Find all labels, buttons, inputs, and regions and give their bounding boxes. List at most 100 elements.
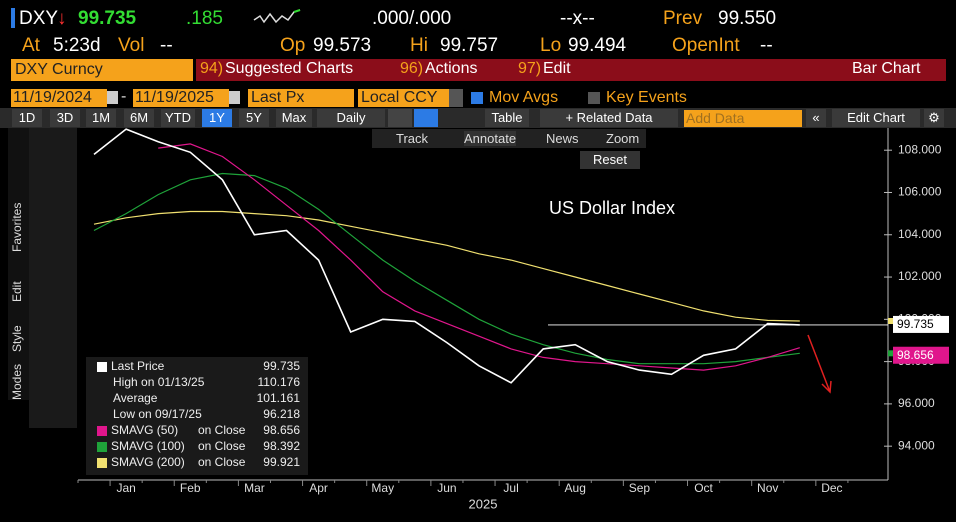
currency-select[interactable]: Local CCY [358,89,451,107]
time-label: At [22,35,40,56]
field-select[interactable]: Last Px [248,89,354,107]
legend-label: High on 01/13/25 [113,375,205,389]
line-icon[interactable] [388,109,412,127]
legend-label: SMAVG (50) [111,423,178,437]
moving-average-line [93,210,800,322]
prev-label: Prev [663,8,703,29]
sparkline-icon [253,9,301,24]
menu-number[interactable]: 96) [400,60,424,77]
legend-value: 101.161 [257,391,301,405]
legend-value: 99.735 [263,359,300,373]
chart-title: US Dollar Index [549,198,675,218]
legend-swatch [97,458,107,468]
x-tick-label: Aug [565,481,586,495]
price-tag-marker [888,317,893,324]
chart-tool[interactable]: News [546,131,579,146]
tool-palette [29,128,77,428]
annotation-arrowhead [821,380,832,394]
period-button[interactable]: 1M [86,109,116,127]
mov-avgs-label: Mov Avgs [489,89,559,106]
dropdown-arrow[interactable] [449,89,463,107]
chart-tool[interactable]: Zoom [606,131,640,146]
legend-basis: on Close [198,455,246,469]
legend-label: SMAVG (100) [111,439,185,453]
legend-label: Last Price [111,359,165,373]
chart-type[interactable]: Bar Chart [852,60,921,77]
open-int: -- [760,35,773,56]
reset-button[interactable]: Reset [580,151,640,169]
related-data[interactable]: + Related Data [540,109,678,127]
ticker-marker [11,8,15,28]
menu-label[interactable]: Actions [425,60,478,77]
side-label[interactable]: Style [10,325,24,352]
period-button[interactable]: 5Y [239,109,269,127]
x-tick-label: Mar [244,481,265,495]
frequency[interactable]: Daily [317,109,385,127]
date-dash: - [121,88,127,105]
open: 99.573 [313,35,372,56]
period-button[interactable]: YTD [161,109,195,127]
collapse-button[interactable]: « [806,109,826,127]
period-button[interactable]: 1D [12,109,42,127]
time: 5:23d [53,35,101,56]
start-date[interactable]: 11/19/2024 [11,89,107,107]
annotation-arrow [807,334,831,393]
y-tick-label: 96.000 [898,396,935,410]
legend-value: 98.392 [263,439,300,453]
bid-ask-size: --x-- [560,8,595,29]
x-axis-label: 2025 [469,496,498,511]
legend-value: 99.921 [263,455,300,469]
end-date[interactable]: 11/19/2025 [133,89,229,107]
side-label[interactable]: Edit [10,281,24,302]
x-tick-label: Apr [309,481,328,495]
menu-bar [196,59,946,81]
high-label: Hi [410,35,428,56]
side-label[interactable]: Favorites [10,202,24,252]
last-price: 99.735 [78,8,137,29]
period-button[interactable]: 6M [124,109,154,127]
table-button[interactable]: Table [485,109,529,127]
y-tick-label: 104.000 [898,227,942,241]
change: .185 [186,8,223,29]
mov-avgs-checkbox[interactable] [471,92,483,104]
add-data[interactable]: Add Data [684,110,802,127]
chart-tool[interactable]: Track [396,131,429,146]
x-tick-label: Sep [629,481,651,495]
price-line [93,128,800,384]
legend-basis: on Close [198,439,246,453]
prev: 99.550 [718,8,777,29]
period-button[interactable]: 1Y [202,109,232,127]
x-tick-label: Oct [694,481,713,495]
period-button[interactable]: Max [276,109,312,127]
menu-number[interactable]: 94) [200,60,224,77]
side-label[interactable]: Modes [10,363,24,400]
legend-value: 96.218 [263,407,300,421]
menu-label[interactable]: Suggested Charts [225,60,354,77]
price-tag-label: 98.656 [897,348,934,362]
legend-basis: on Close [198,423,246,437]
down-arrow: ↓ [57,8,67,29]
x-tick-label: May [371,481,394,495]
legend-swatch [97,442,107,452]
bar-icon[interactable] [414,109,438,127]
side-tabs [8,128,30,400]
calendar-icon[interactable] [229,91,240,104]
menu-label[interactable]: Edit [543,60,571,77]
y-tick-label: 102.000 [898,269,942,283]
y-tick-label: 106.000 [898,185,942,199]
settings-gear[interactable]: ⚙ [924,109,944,127]
moving-average-line [158,143,800,371]
security-field[interactable]: DXY Curncy [11,59,193,81]
legend-value: 98.656 [263,423,300,437]
key-events-checkbox[interactable] [588,92,600,104]
period-button[interactable]: 3D [50,109,80,127]
legend-label: Low on 09/17/25 [113,407,202,421]
legend-swatch [97,362,107,372]
chart-tool[interactable]: Annotate [464,131,517,146]
key-events-label: Key Events [606,89,687,106]
calendar-icon[interactable] [107,91,118,104]
edit-chart[interactable]: Edit Chart [832,109,920,127]
menu-number[interactable]: 97) [518,60,542,77]
legend-label: Average [113,391,158,405]
